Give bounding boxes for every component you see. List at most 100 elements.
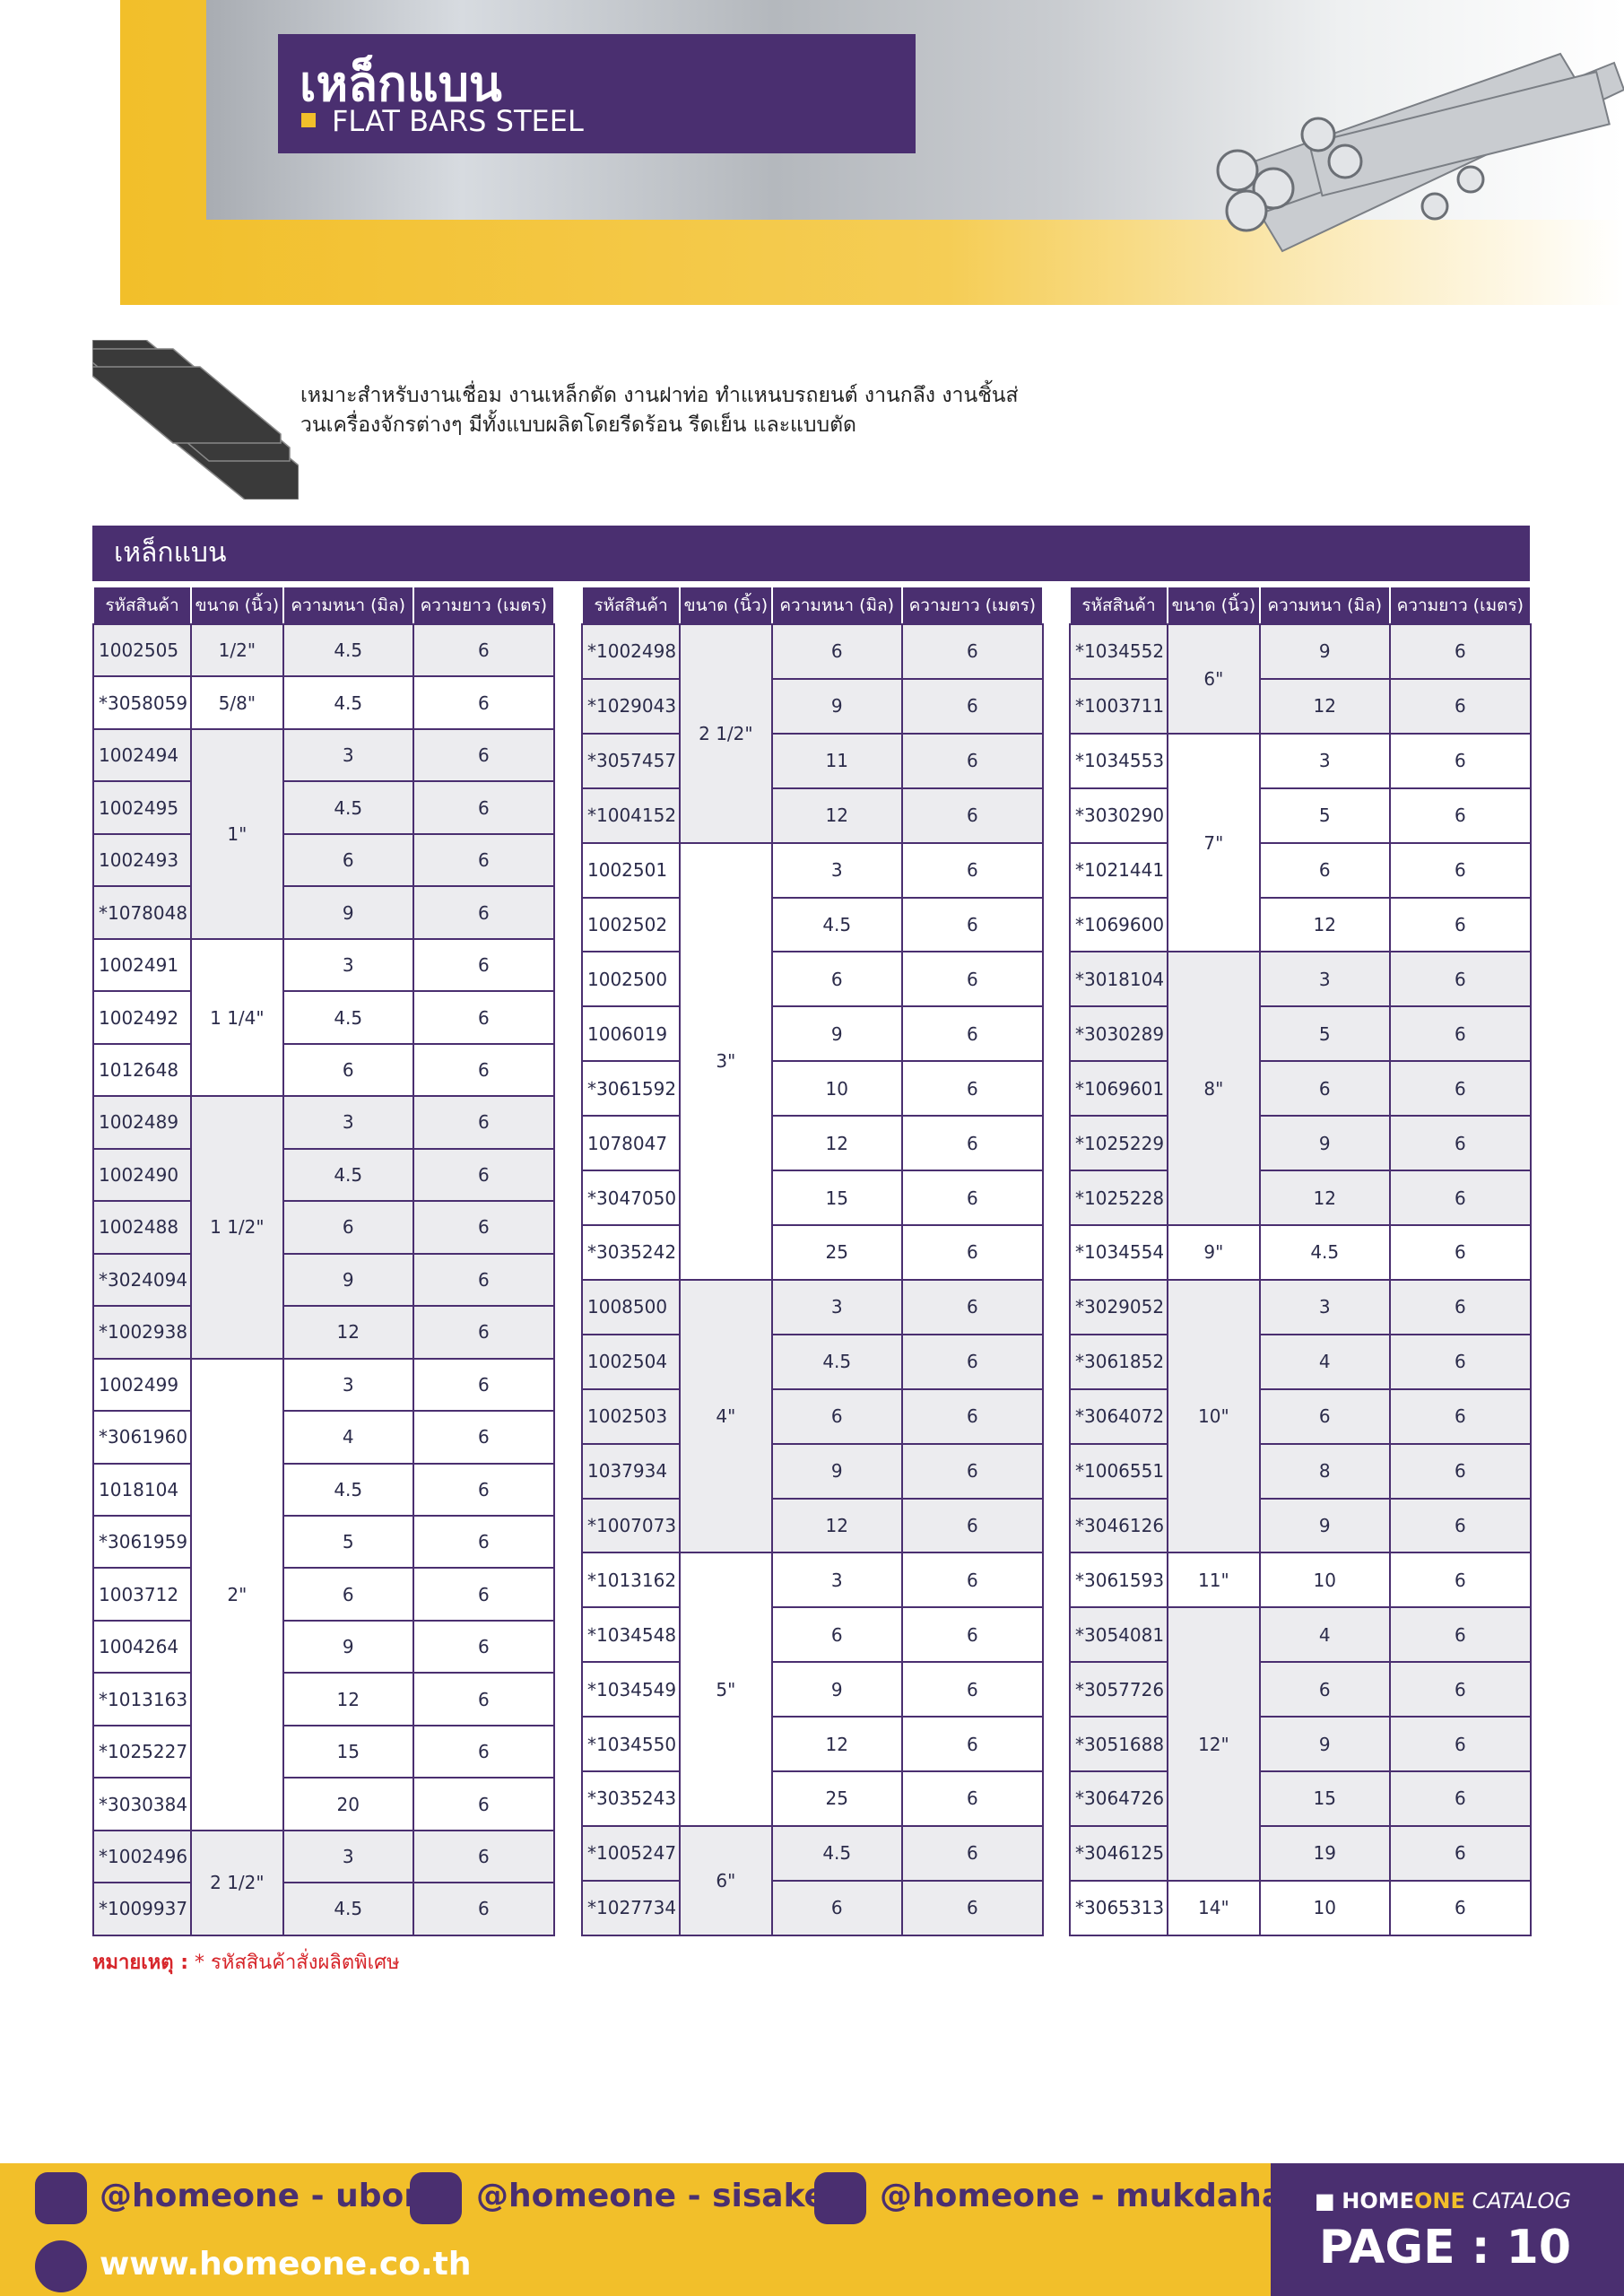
product-code: 1018104 [92,1462,192,1517]
table-row: *1029043 9 6 [581,677,1045,735]
length: 6 [1388,896,1533,953]
table-row: *3046126 9 6 [1069,1497,1533,1554]
thickness: 19 [1258,1824,1391,1882]
product-code: *3057457 [581,732,681,789]
column-header: รหัสสินค้า [581,586,681,625]
length: 6 [412,1095,556,1150]
product-code: 1002489 [92,1095,192,1150]
size: 6" [678,1824,773,1936]
length: 6 [412,1672,556,1726]
column-header: ความหนา (มิล) [282,586,414,625]
line-icon [410,2172,462,2224]
product-code: 1004264 [92,1619,192,1674]
column-header: รหัสสินค้า [1069,586,1168,625]
thickness: 15 [282,1724,414,1779]
table-row: *1002498 2 1/2" 6 6 [581,623,1045,844]
product-code: 1003712 [92,1567,192,1622]
length: 6 [900,1879,1045,1936]
note: หมายเหตุ : * รหัสสินค้าสั่งผลิตพิเศษ [92,1946,400,1978]
table-row: *3035242 25 6 [581,1223,1045,1281]
thickness: 6 [770,623,903,680]
thickness: 9 [770,1005,903,1063]
product-code: *1021441 [1069,841,1168,899]
table-row: *1021441 6 6 [1069,841,1533,899]
size: 5/8" [189,675,284,730]
table-row: *3061592 10 6 [581,1060,1045,1118]
thickness: 6 [282,1567,414,1622]
title-box: เหล็กแบน FLAT BARS STEEL [278,34,916,153]
thickness: 9 [282,1619,414,1674]
length: 6 [1388,623,1533,680]
thickness: 9 [282,885,414,940]
length: 6 [1388,1223,1533,1281]
table-row: 1078047 12 6 [581,1115,1045,1172]
size: 10" [1166,1278,1261,1554]
product-code: *3065313 [1069,1879,1168,1936]
length: 6 [900,896,1045,953]
product-table: รหัสสินค้า ขนาด (นิ้ว) ความหนา (มิล) ความยา… [92,586,556,1936]
length: 6 [900,1333,1045,1390]
product-code: *1003711 [1069,677,1168,735]
length: 6 [412,1410,556,1465]
table-row: *3030289 5 6 [1069,1005,1533,1063]
thickness: 8 [1258,1442,1391,1500]
product-code: *3058059 [92,675,192,730]
description-line: วนเครื่องจักรต่างๆ มีทั้งแบบผลิตโดยรีดร้… [300,413,856,437]
thickness: 9 [770,677,903,735]
product-code: 1006019 [581,1005,681,1063]
table-row: *1002496 2 1/2" 3 6 [92,1829,556,1936]
thickness: 6 [1258,1060,1391,1118]
table-row: *3061593 11" 10 6 [1069,1552,1533,1609]
table-row: 1018104 4.5 6 [92,1462,556,1517]
table-row: 1002503 6 6 [581,1387,1045,1445]
product-code: *1027734 [581,1879,681,1936]
table-row: *1004152 12 6 [581,787,1045,844]
page-number: PAGE : 10 [1318,2221,1571,2274]
length: 6 [900,1060,1045,1118]
product-code: *1029043 [581,677,681,735]
length: 6 [900,951,1045,1008]
product-code: *1007073 [581,1497,681,1554]
size: 9" [1166,1223,1261,1281]
thickness: 3 [1258,732,1391,789]
product-code: 1008500 [581,1278,681,1335]
length: 6 [1388,1005,1533,1063]
length: 6 [412,1829,556,1884]
length: 6 [412,1619,556,1674]
length: 6 [900,1115,1045,1172]
length: 6 [900,1223,1045,1281]
length: 6 [1388,1879,1533,1936]
table-row: *1003711 12 6 [1069,677,1533,735]
table-row: *3029052 10" 3 6 [1069,1278,1533,1554]
table-row: *1025227 15 6 [92,1724,556,1779]
table-head: รหัสสินค้า ขนาด (นิ้ว) ความหนา (มิล) ความยา… [1069,586,1533,625]
thickness: 9 [1258,1497,1391,1554]
table-row: *3058059 5/8" 4.5 6 [92,675,556,730]
length: 6 [412,727,556,783]
thickness: 9 [1258,1115,1391,1172]
table-row: 1003712 6 6 [92,1567,556,1622]
product-code: 1002490 [92,1147,192,1203]
table-title-bar: เหล็กแบน [92,526,1530,581]
table-panel: รหัสสินค้า ขนาด (นิ้ว) ความหนา (มิล) ความยา… [1069,586,1533,1936]
length: 6 [412,832,556,888]
thickness: 6 [770,1606,903,1664]
product-code: *1078048 [92,885,192,940]
table-body: 1002505 1/2" 4.5 6 *3058059 5/8" 4.5 6 1002494 1"… [92,622,556,1936]
thickness: 3 [282,1357,414,1413]
table-row: 1037934 9 6 [581,1442,1045,1500]
size: 1 1/2" [189,1095,284,1360]
thickness: 4.5 [282,1882,414,1936]
product-code: *3064726 [1069,1770,1168,1827]
thickness: 4.5 [282,1462,414,1517]
product-code: *3061960 [92,1410,192,1465]
length: 6 [900,787,1045,844]
bullet [301,113,316,127]
length: 6 [900,1606,1045,1664]
thickness: 10 [770,1060,903,1118]
thickness: 6 [770,1387,903,1445]
table-row: 1008500 4" 3 6 [581,1278,1045,1554]
thickness: 4.5 [282,990,414,1045]
thickness: 3 [1258,1278,1391,1335]
